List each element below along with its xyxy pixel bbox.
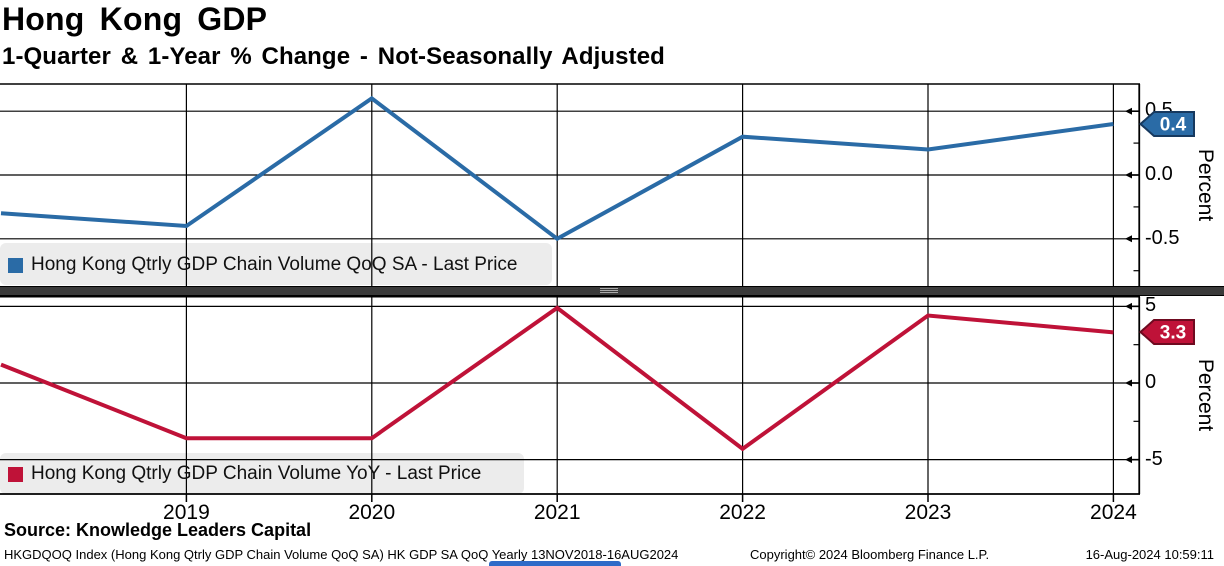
legend-label-yoy: Hong Kong Qtrly GDP Chain Volume YoY - L…: [31, 463, 482, 484]
legend-label-qoq: Hong Kong Qtrly GDP Chain Volume QoQ SA …: [31, 254, 518, 275]
legend-swatch-red-icon: [8, 466, 23, 482]
top-y-axis-title: Percent: [1194, 148, 1217, 222]
last-price-value-yoy: 3.3: [1160, 323, 1186, 344]
x-tick-label: 2021: [533, 501, 581, 524]
legend-swatch-blue-icon: [8, 257, 23, 273]
separator-drag-handle-icon[interactable]: [600, 288, 618, 294]
footer-copyright: Copyright© 2024 Bloomberg Finance L.P.: [750, 547, 990, 562]
tag-shape-red: [1138, 319, 1195, 346]
chart-subtitle: 1-Quarter & 1-Year % Change - Not-Season…: [2, 43, 665, 70]
footer-timestamp: 16-Aug-2024 10:59:11: [1085, 547, 1214, 562]
source-attribution: Source: Knowledge Leaders Capital: [4, 520, 312, 540]
chart-title: Hong Kong GDP: [2, 1, 268, 37]
last-price-tag-yoy: 3.3: [1138, 318, 1196, 351]
y-tick-label: 5: [1145, 294, 1157, 317]
x-tick-label: 2019: [163, 501, 210, 524]
y-tick-label: -0.5: [1145, 226, 1180, 249]
legend-box-qoq: [0, 243, 552, 285]
y-tick-label: 0: [1145, 371, 1157, 393]
y-axis-tick-arrow-icon: [1125, 235, 1132, 243]
data-line-qoq: [0, 95, 1114, 242]
y-axis-tick-arrow-icon: [1125, 171, 1132, 179]
panel-separator-bar: [0, 286, 1224, 296]
last-price-tag-qoq: 0.4: [1138, 110, 1196, 143]
x-tick-label: 2024: [1090, 501, 1137, 524]
footer-ticker-info: HKGDQOQ Index (Hong Kong Qtrly GDP Chain…: [4, 547, 679, 562]
y-axis-tick-arrow-icon: [1125, 107, 1132, 115]
bottom-blue-strip: [489, 561, 621, 566]
last-price-value-qoq: 0.4: [1160, 114, 1187, 135]
legend-item-qoq[interactable]: Hong Kong Qtrly GDP Chain Volume QoQ SA …: [8, 252, 518, 278]
top-panel-plot-area[interactable]: [0, 82, 1224, 286]
y-axis-tick-arrow-icon: [1125, 379, 1132, 387]
x-tick-label: 2022: [719, 501, 766, 524]
bottom-panel-plot-area[interactable]: [0, 296, 1224, 506]
x-tick-label: 2020: [348, 501, 396, 524]
y-tick-label: -5: [1145, 447, 1163, 470]
bottom-y-axis-title: Percent: [1194, 358, 1217, 432]
y-axis-tick-arrow-icon: [1125, 302, 1132, 310]
y-axis-tick-arrow-icon: [1125, 456, 1132, 464]
legend-item-yoy[interactable]: Hong Kong Qtrly GDP Chain Volume YoY - L…: [8, 461, 481, 487]
y-tick-label: 0.0: [1145, 163, 1173, 185]
tag-shape-blue: [1138, 110, 1195, 137]
x-tick-label: 2023: [904, 501, 952, 524]
data-line-yoy: [0, 305, 1114, 452]
